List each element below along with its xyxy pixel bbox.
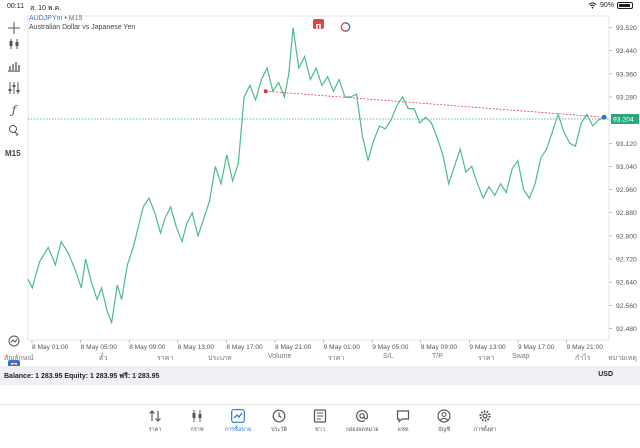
column-header[interactable]: ประเภท [208, 355, 232, 362]
x-axis-label: 9 May 05:00 [372, 344, 409, 351]
status-time: 00:11 [7, 3, 24, 10]
nav-item-7[interactable]: แชท [381, 409, 425, 434]
bar-chart-type-icon[interactable] [7, 60, 21, 74]
price-line-series [27, 27, 605, 325]
y-axis-label: 92.800 [616, 233, 637, 240]
x-axis-label: 9 May 01:00 [324, 344, 361, 351]
nav-item-1[interactable]: ราคา [133, 409, 177, 434]
trendline-anchor-start[interactable] [263, 89, 268, 94]
y-axis-label: 93.520 [616, 25, 637, 32]
nav-item-label: บัญชี [438, 427, 450, 433]
y-axis-label: 92.720 [616, 257, 637, 264]
y-axis-label: 92.960 [616, 187, 637, 194]
x-axis-label: 8 May 21:00 [275, 344, 312, 351]
x-axis-label: 8 May 13:00 [178, 344, 215, 351]
nav-item-8[interactable]: บัญชี [422, 409, 466, 434]
current-price-label: 93.204 [613, 116, 634, 123]
status-date: ส. 10 พ.ค. [30, 5, 62, 12]
column-header[interactable]: S/L [383, 353, 394, 360]
chart-timeframe: M15 [68, 15, 83, 22]
chart-description: Australian Dollar vs Japanese Yen [29, 24, 136, 31]
one-click-trading-icon[interactable] [313, 19, 324, 30]
news-icon [298, 409, 342, 423]
column-header[interactable]: T/P [432, 353, 443, 360]
column-header[interactable]: ราคา [157, 355, 174, 362]
account-balance-bar: Balance: 1 283.95 Equity: 1 283.95 ฟรี: … [0, 366, 640, 385]
objects-shapes-icon[interactable] [7, 124, 21, 138]
current-price-tag [611, 113, 639, 124]
column-header[interactable]: สัญลักษณ์ [4, 355, 34, 362]
battery-icon [617, 2, 633, 9]
y-axis-label: 92.560 [616, 303, 637, 310]
nav-item-label: แชท [397, 427, 409, 433]
column-header[interactable]: Volume [268, 353, 292, 360]
chart-separator: • [62, 15, 69, 22]
nav-item-label: ข่าว [315, 427, 325, 433]
depth-of-market-icon[interactable] [340, 19, 351, 32]
indicators-function-icon[interactable]: ƒ [11, 103, 17, 117]
history-clock-icon [257, 409, 301, 423]
x-axis-label: 8 May 09:00 [129, 344, 166, 351]
x-axis-label: 8 May 17:00 [226, 344, 263, 351]
column-header[interactable]: หมายเหตุ [608, 355, 637, 362]
chart-header: AUDJPYm • M15 Australian Dollar vs Japan… [29, 14, 135, 32]
nav-item-label: การซื้อขาย [224, 427, 252, 433]
candlestick-type-icon[interactable] [7, 38, 21, 52]
column-header[interactable]: ราคา [478, 355, 495, 362]
nav-item-label: กล่องจดหมาย [345, 427, 379, 433]
column-header[interactable]: กำไร [575, 355, 591, 362]
y-axis-label: 93.280 [616, 95, 637, 102]
chart-frame [27, 15, 610, 341]
chat-icon [381, 409, 425, 423]
candlestick-icon [175, 409, 219, 423]
quotes-arrows-icon [133, 409, 177, 423]
x-axis-label: 9 May 09:00 [421, 344, 458, 351]
y-axis-label: 93.440 [616, 48, 637, 55]
column-header[interactable]: ราคา [328, 355, 345, 362]
trade-chart-icon [216, 409, 260, 423]
status-bar: 00:11 ส. 10 พ.ค. 90% [0, 0, 640, 13]
trendline-anchor-end[interactable] [601, 114, 607, 120]
nav-item-3[interactable]: การซื้อขาย [216, 409, 260, 434]
mailbox-at-icon [340, 409, 384, 423]
y-axis-label: 93.120 [616, 141, 637, 148]
nav-item-2[interactable]: กราฟ [175, 409, 219, 434]
column-header[interactable]: ตั๋ว [99, 355, 108, 362]
nav-item-5[interactable]: ข่าว [298, 409, 342, 434]
signal-icon[interactable] [7, 335, 21, 349]
nav-item-label: ประวัติ [270, 427, 288, 433]
y-axis-label: 92.640 [616, 280, 637, 287]
nav-item-6[interactable]: กล่องจดหมาย [340, 409, 384, 434]
account-icon [422, 409, 466, 423]
y-axis-label: 92.480 [616, 326, 637, 333]
column-header[interactable]: Swap [512, 353, 530, 360]
x-axis-label: 9 May 13:00 [469, 344, 506, 351]
nav-item-label: ราคา [148, 427, 162, 433]
battery-percent: 90% [599, 2, 614, 9]
settings-gear-icon [463, 409, 507, 423]
y-axis-label: 92.880 [616, 210, 637, 217]
x-axis-label: 9 May 21:00 [567, 344, 604, 351]
x-axis-label: 8 May 05:00 [81, 344, 118, 351]
timeframe-selector[interactable]: M15 [5, 149, 21, 158]
x-axis-label: 9 May 17:00 [518, 344, 555, 351]
status-right: 90% [588, 2, 633, 9]
x-axis-label: 8 May 01:00 [32, 344, 69, 351]
balance-currency: USD [598, 371, 613, 378]
y-axis-label: 93.360 [616, 71, 637, 78]
price-chart[interactable]: 93.52093.44093.36093.28093.20093.12093.0… [0, 0, 640, 352]
positions-columns-header: สัญลักษณ์ ตั๋ว ราคา ประเภท Volume ราคา S/L T/P ร… [0, 352, 640, 364]
y-axis-label: 93.040 [616, 164, 637, 171]
nav-item-9[interactable]: การตั้งค่า [463, 409, 507, 434]
balance-text: Balance: 1 283.95 Equity: 1 283.95 ฟรี: … [4, 373, 160, 380]
bottom-navigation: ราคา กราฟ การซื้อขาย ประวัติ ข่าว กล่องจดหมาย… [0, 404, 640, 448]
crosshair-icon[interactable] [7, 22, 21, 36]
nav-item-4[interactable]: ประวัติ [257, 409, 301, 434]
indicator-settings-icon[interactable] [7, 82, 21, 96]
nav-item-label: การตั้งค่า [473, 427, 497, 433]
trendline[interactable] [265, 90, 605, 118]
wifi-icon [588, 2, 597, 9]
chart-symbol[interactable]: AUDJPYm [29, 15, 63, 22]
nav-item-label: กราฟ [190, 427, 204, 433]
